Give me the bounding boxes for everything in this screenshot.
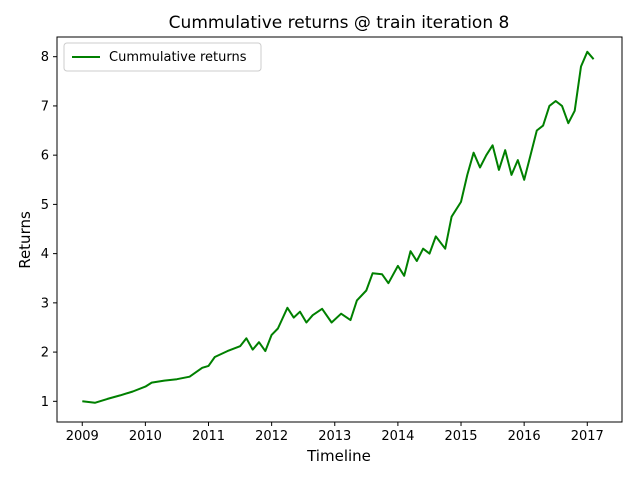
- y-tick-label-2: 2: [41, 346, 49, 361]
- y-tick-label-7: 7: [41, 99, 49, 114]
- chart-title: Cummulative returns @ train iteration 8: [169, 13, 510, 33]
- legend: Cummulative returns: [63, 42, 262, 72]
- y-tick-label-1: 1: [41, 395, 49, 410]
- x-tick-label-2011: 2011: [192, 429, 225, 444]
- y-tick-label-8: 8: [41, 50, 49, 65]
- y-tick-label-3: 3: [41, 296, 49, 311]
- x-tick-label-2014: 2014: [381, 429, 414, 444]
- x-tick-label-2017: 2017: [571, 429, 604, 444]
- y-tick-label-4: 4: [41, 247, 49, 262]
- x-tick-label-2013: 2013: [318, 429, 351, 444]
- y-tick-label-6: 6: [41, 149, 49, 164]
- x-tick-label-2015: 2015: [444, 429, 477, 444]
- legend-label: Cummulative returns: [109, 50, 247, 65]
- x-tick-label-2009: 2009: [66, 429, 99, 444]
- plot-area: 2009 2010 2011 2012 2013 2014 2015 2016 2017 1 2 3 4…: [41, 36, 623, 444]
- y-axis-label: Returns: [16, 211, 34, 269]
- x-tick-label-2012: 2012: [255, 429, 288, 444]
- series-line-cumulative-returns: [82, 50, 595, 404]
- x-tick-label-2010: 2010: [129, 429, 162, 444]
- legend-box: [63, 42, 262, 72]
- axes-frame: [56, 36, 623, 423]
- x-axis-label: Timeline: [306, 447, 371, 465]
- x-tick-label-2016: 2016: [508, 429, 541, 444]
- y-tick-label-5: 5: [41, 198, 49, 213]
